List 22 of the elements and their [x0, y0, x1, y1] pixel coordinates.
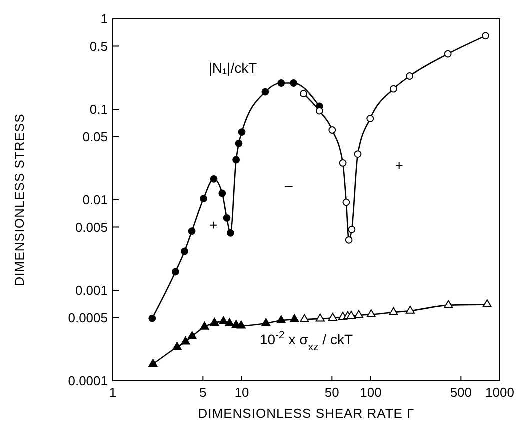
- x-tick-label: 500: [450, 385, 472, 400]
- y-tick-label: 0.001: [75, 283, 108, 298]
- x-tick-label: 5: [200, 385, 207, 400]
- y-axis-title: DIMENSIONLESS STRESS: [12, 114, 27, 286]
- annotation: |N₁|/ckT: [208, 60, 258, 76]
- y-tick-label: 0.005: [75, 220, 108, 235]
- annotation: –: [285, 177, 294, 194]
- y-tick-label: 1: [100, 12, 108, 27]
- annotation: +: [395, 158, 404, 174]
- x-tick-label: 10: [234, 385, 250, 400]
- y-tick-label: 0.5: [90, 38, 108, 54]
- y-tick-label: 0.05: [82, 129, 108, 144]
- y-tick-label: 0.0001: [68, 374, 108, 389]
- y-tick-label: 0.0005: [68, 310, 108, 326]
- x-tick-label: 100: [360, 385, 382, 400]
- x-tick-label: 1000: [486, 385, 514, 400]
- x-axis-title: DIMENSIONLESS SHEAR RATE Γ: [198, 406, 415, 421]
- annotation: +: [210, 217, 218, 234]
- x-tick-label: 50: [324, 385, 340, 400]
- y-tick-label: 0.1: [90, 102, 108, 118]
- annotation: 10$^{-2}$ x σ$_{xz}$ / ckT: [260, 329, 354, 354]
- y-tick-label: 0.01: [82, 192, 108, 208]
